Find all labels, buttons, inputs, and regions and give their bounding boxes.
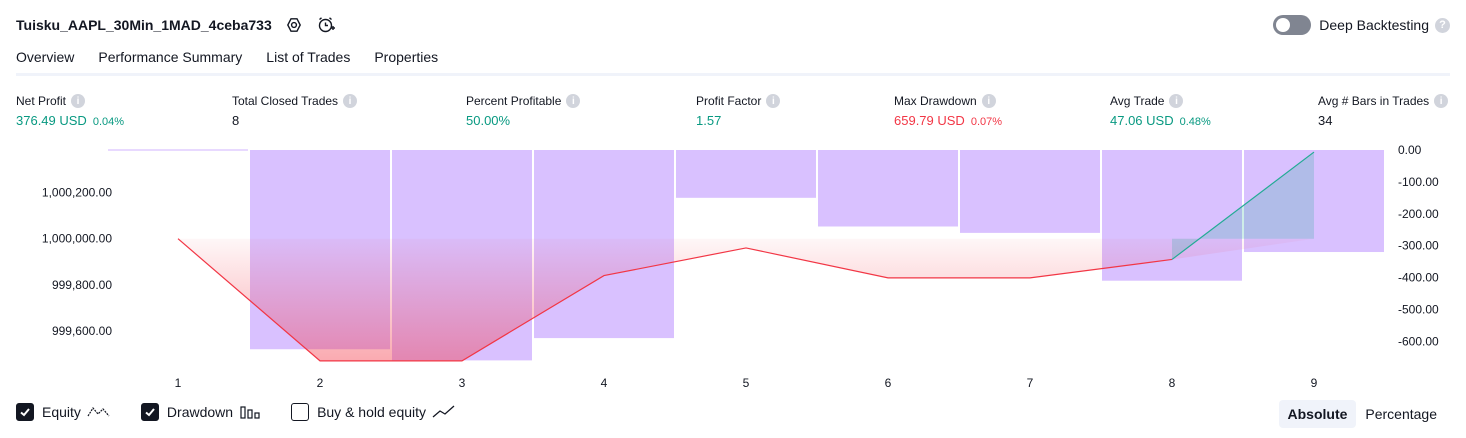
help-icon[interactable]: i xyxy=(1169,94,1184,108)
tab-properties[interactable]: Properties xyxy=(374,49,439,65)
help-icon[interactable]: i xyxy=(566,94,581,108)
drawdown-axis-tick: -400.00 xyxy=(1398,271,1439,285)
drawdown-axis-tick: -100.00 xyxy=(1398,175,1439,189)
deep-backtesting-toggle[interactable] xyxy=(1273,15,1312,35)
help-icon[interactable]: i xyxy=(981,94,996,108)
strategy-name: Tuisku_AAPL_30Min_1MAD_4ceba733 xyxy=(16,17,272,33)
x-axis-tick: 8 xyxy=(1169,376,1176,390)
help-icon[interactable]: ? xyxy=(1435,17,1450,33)
drawdown-axis-tick: 0.00 xyxy=(1398,143,1422,157)
tab-performance-summary[interactable]: Performance Summary xyxy=(98,49,243,65)
drawdown-bar xyxy=(676,150,816,198)
equity-checkbox[interactable] xyxy=(16,403,34,421)
equity-drawdown-chart: 1,000,200.00 1,000,000.00 999,800.00 999,60… xyxy=(42,143,1439,390)
metric-net-profit: Net Profit i 376.49 USD 0.04% xyxy=(16,93,124,128)
equity-line-icon xyxy=(87,404,111,420)
tab-bar: Overview Performance Summary List of Tra… xyxy=(16,46,462,76)
x-axis-tick: 5 xyxy=(743,376,750,390)
equity-axis-tick: 999,600.00 xyxy=(52,324,112,338)
metric-total-closed-trades: Total Closed Trades i 8 xyxy=(232,93,358,128)
metric-percent-profitable: Percent Profitable i 50.00% xyxy=(466,93,581,128)
toggle-knob xyxy=(1276,18,1291,32)
equity-line xyxy=(177,238,1173,362)
legend-drawdown[interactable]: Drawdown xyxy=(140,403,261,421)
drawdown-bar xyxy=(1244,150,1384,253)
equity-axis-tick: 1,000,200.00 xyxy=(42,186,112,200)
legend-equity[interactable]: Equity xyxy=(16,403,111,421)
drawdown-bars-icon xyxy=(239,404,261,420)
metric-value: 8 xyxy=(232,113,240,128)
metric-label: Percent Profitable xyxy=(466,94,562,108)
legend-equity-label: Equity xyxy=(42,404,81,420)
drawdown-axis-tick: -200.00 xyxy=(1398,207,1439,221)
x-axis-tick: 9 xyxy=(1311,376,1318,390)
tab-divider xyxy=(16,73,1450,76)
drawdown-axis-tick: -600.00 xyxy=(1398,334,1439,348)
settings-icon[interactable] xyxy=(284,15,304,35)
help-icon[interactable]: i xyxy=(343,94,358,108)
legend-buy-hold[interactable]: Buy & hold equity xyxy=(291,403,456,421)
drawdown-bar xyxy=(960,150,1100,233)
metric-value: 1.57 xyxy=(696,113,722,128)
buy-hold-line-icon xyxy=(432,404,456,420)
equity-axis-tick: 1,000,000.00 xyxy=(42,232,112,246)
add-alert-icon[interactable] xyxy=(316,15,336,35)
legend-buy-hold-label: Buy & hold equity xyxy=(317,404,427,420)
equity-line-up xyxy=(1171,151,1315,260)
metric-percent: 0.04% xyxy=(92,116,125,128)
metric-max-drawdown: Max Drawdown i 659.79 USD 0.07% xyxy=(894,93,1002,128)
deep-backtesting-label: Deep Backtesting xyxy=(1319,17,1429,33)
tab-overview[interactable]: Overview xyxy=(16,46,75,76)
metric-percent: 0.07% xyxy=(970,116,1003,128)
metric-label: Avg Trade xyxy=(1110,94,1165,108)
drawdown-axis-tick: -300.00 xyxy=(1398,239,1439,253)
metric-value: 376.49 USD xyxy=(16,113,87,128)
equity-axis-tick: 999,800.00 xyxy=(52,278,112,292)
equity-loss-area xyxy=(178,238,1314,361)
x-axis-tick: 2 xyxy=(317,376,324,390)
drawdown-bar xyxy=(818,150,958,227)
drawdown-axis-tick: -500.00 xyxy=(1398,302,1439,316)
deep-backtesting: Deep Backtesting ? xyxy=(1273,14,1450,36)
percentage-button[interactable]: Percentage xyxy=(1365,406,1437,422)
help-icon[interactable]: i xyxy=(71,94,86,108)
drawdown-checkbox[interactable] xyxy=(140,403,159,421)
help-icon[interactable]: i xyxy=(1434,94,1449,108)
chart-legend: Equity Drawdown Buy & hold equity xyxy=(16,403,486,421)
metric-label: Net Profit xyxy=(16,94,67,108)
metric-label: Avg # Bars in Trades xyxy=(1318,94,1430,108)
x-axis-tick: 7 xyxy=(1027,376,1034,390)
metric-value: 50.00% xyxy=(466,113,511,128)
view-mode-switch: Absolute Percentage xyxy=(1278,400,1447,428)
metric-avg-trade: Avg Trade i 47.06 USD 0.48% xyxy=(1110,93,1211,128)
metric-label: Max Drawdown xyxy=(894,94,977,108)
strategy-header: Tuisku_AAPL_30Min_1MAD_4ceba733 xyxy=(16,14,336,36)
metric-percent: 0.48% xyxy=(1179,116,1211,128)
buy-hold-checkbox[interactable] xyxy=(291,403,310,421)
legend-drawdown-label: Drawdown xyxy=(166,404,234,420)
x-axis-tick: 1 xyxy=(175,376,182,390)
metric-value: 34 xyxy=(1318,113,1333,128)
help-icon[interactable]: i xyxy=(766,94,781,108)
x-axis-tick: 3 xyxy=(459,376,466,390)
absolute-button[interactable]: Absolute xyxy=(1278,400,1357,428)
metric-value: 659.79 USD xyxy=(894,113,965,128)
metric-value: 47.06 USD xyxy=(1110,113,1174,128)
x-axis-tick: 6 xyxy=(885,376,892,390)
x-axis-tick: 4 xyxy=(601,376,608,390)
tab-list-of-trades[interactable]: List of Trades xyxy=(266,49,351,65)
metric-label: Profit Factor xyxy=(696,94,762,108)
metric-avg-bars-in-trades: Avg # Bars in Trades i 34 xyxy=(1318,93,1449,128)
metric-profit-factor: Profit Factor i 1.57 xyxy=(696,93,781,128)
metric-label: Total Closed Trades xyxy=(232,94,339,108)
